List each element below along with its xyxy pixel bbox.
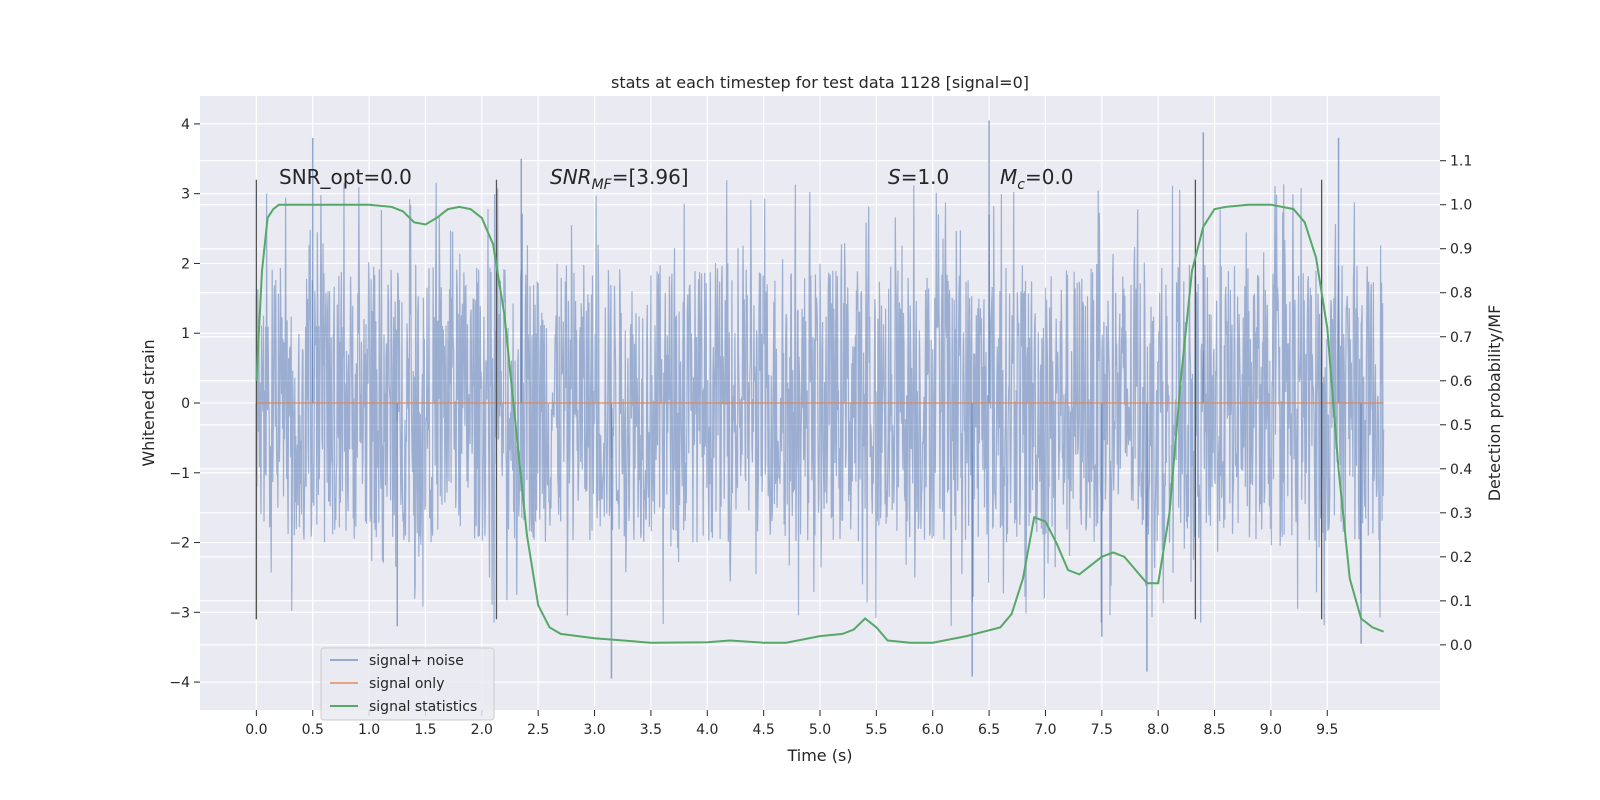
x-tick-label: 0.0: [245, 722, 267, 738]
y-axis-label: Whitened strain: [139, 339, 158, 466]
y2-tick-label: 0.5: [1450, 418, 1472, 434]
y2-tick-label: 0.9: [1450, 242, 1472, 258]
x-tick-label: 7.0: [1034, 722, 1056, 738]
x-tick-label: 4.0: [696, 722, 718, 738]
y2-tick-label: 0.3: [1450, 506, 1472, 522]
x-tick-label: 3.5: [640, 722, 662, 738]
x-tick-label: 8.5: [1203, 722, 1225, 738]
x-tick-label: 5.5: [865, 722, 887, 738]
y-tick-label: 4: [181, 117, 190, 133]
y2-axis-label: Detection probability/MF: [1485, 305, 1504, 502]
y-tick-label: −3: [169, 605, 190, 621]
legend-label-signal-noise: signal+ noise: [369, 653, 464, 669]
y2-tick-label: 0.0: [1450, 638, 1472, 654]
y2-axis-ticks: 0.0 0.1 0.2 0.3 0.4 0.5 0.6 0.7 0.8 0.9 1.0 1.1: [1440, 154, 1472, 654]
x-axis-label: Time (s): [786, 746, 852, 765]
x-tick-label: 8.0: [1147, 722, 1169, 738]
x-tick-label: 6.0: [922, 722, 944, 738]
signal-statistics-series: [255, 203, 1384, 644]
x-axis-ticks: 0.0 0.5 1.0 1.5 2.0 2.5 3.0 3.5 4.0 4.5 5.0 5.5 6.0 6…: [245, 710, 1338, 738]
annotation-snr-mf: SNRMF=[3.96]: [550, 165, 689, 193]
x-tick-label: 9.0: [1260, 722, 1282, 738]
y-tick-label: −1: [169, 466, 190, 482]
x-tick-label: 6.5: [978, 722, 1000, 738]
x-tick-label: 5.0: [809, 722, 831, 738]
x-tick-label: 3.0: [583, 722, 605, 738]
y2-tick-label: 0.4: [1450, 462, 1472, 478]
y2-tick-label: 0.7: [1450, 330, 1472, 346]
y2-tick-label: 1.1: [1450, 154, 1472, 170]
annotation-snr-opt: SNR_opt=0.0: [279, 165, 412, 189]
annotation-mc: Mc=0.0: [1000, 165, 1074, 193]
legend-box: [320, 647, 495, 721]
y-axis-ticks: −4 −3 −2 −1 0 1 2 3 4: [169, 117, 200, 691]
legend: signal+ noise signal only signal statist…: [320, 647, 495, 721]
y-tick-label: 1: [181, 326, 190, 342]
y-tick-label: −4: [169, 675, 190, 691]
x-tick-label: 1.5: [414, 722, 436, 738]
y-tick-label: 3: [181, 187, 190, 203]
annotation-s: S=1.0: [888, 165, 949, 189]
legend-label-signal-statistics: signal statistics: [369, 699, 477, 715]
x-tick-label: 4.5: [753, 722, 775, 738]
x-tick-label: 7.5: [1091, 722, 1113, 738]
y-tick-label: 0: [181, 396, 190, 412]
x-tick-label: 1.0: [358, 722, 380, 738]
chart-title: stats at each timestep for test data 112…: [611, 73, 1029, 92]
y-tick-label: 2: [181, 256, 190, 272]
y2-tick-label: 0.8: [1450, 286, 1472, 302]
y2-tick-label: 0.2: [1450, 550, 1472, 566]
legend-label-signal-only: signal only: [369, 676, 444, 692]
y-tick-label: −2: [169, 536, 190, 552]
x-tick-label: 0.5: [302, 722, 324, 738]
y2-tick-label: 1.0: [1450, 198, 1472, 214]
x-tick-label: 9.5: [1316, 722, 1338, 738]
y2-tick-label: 0.6: [1450, 374, 1472, 390]
y2-tick-label: 0.1: [1450, 594, 1472, 610]
x-tick-label: 2.5: [527, 722, 549, 738]
x-tick-label: 2.0: [471, 722, 493, 738]
signal-statistics-line: [255, 203, 1384, 644]
vertical-markers: [255, 179, 1323, 620]
